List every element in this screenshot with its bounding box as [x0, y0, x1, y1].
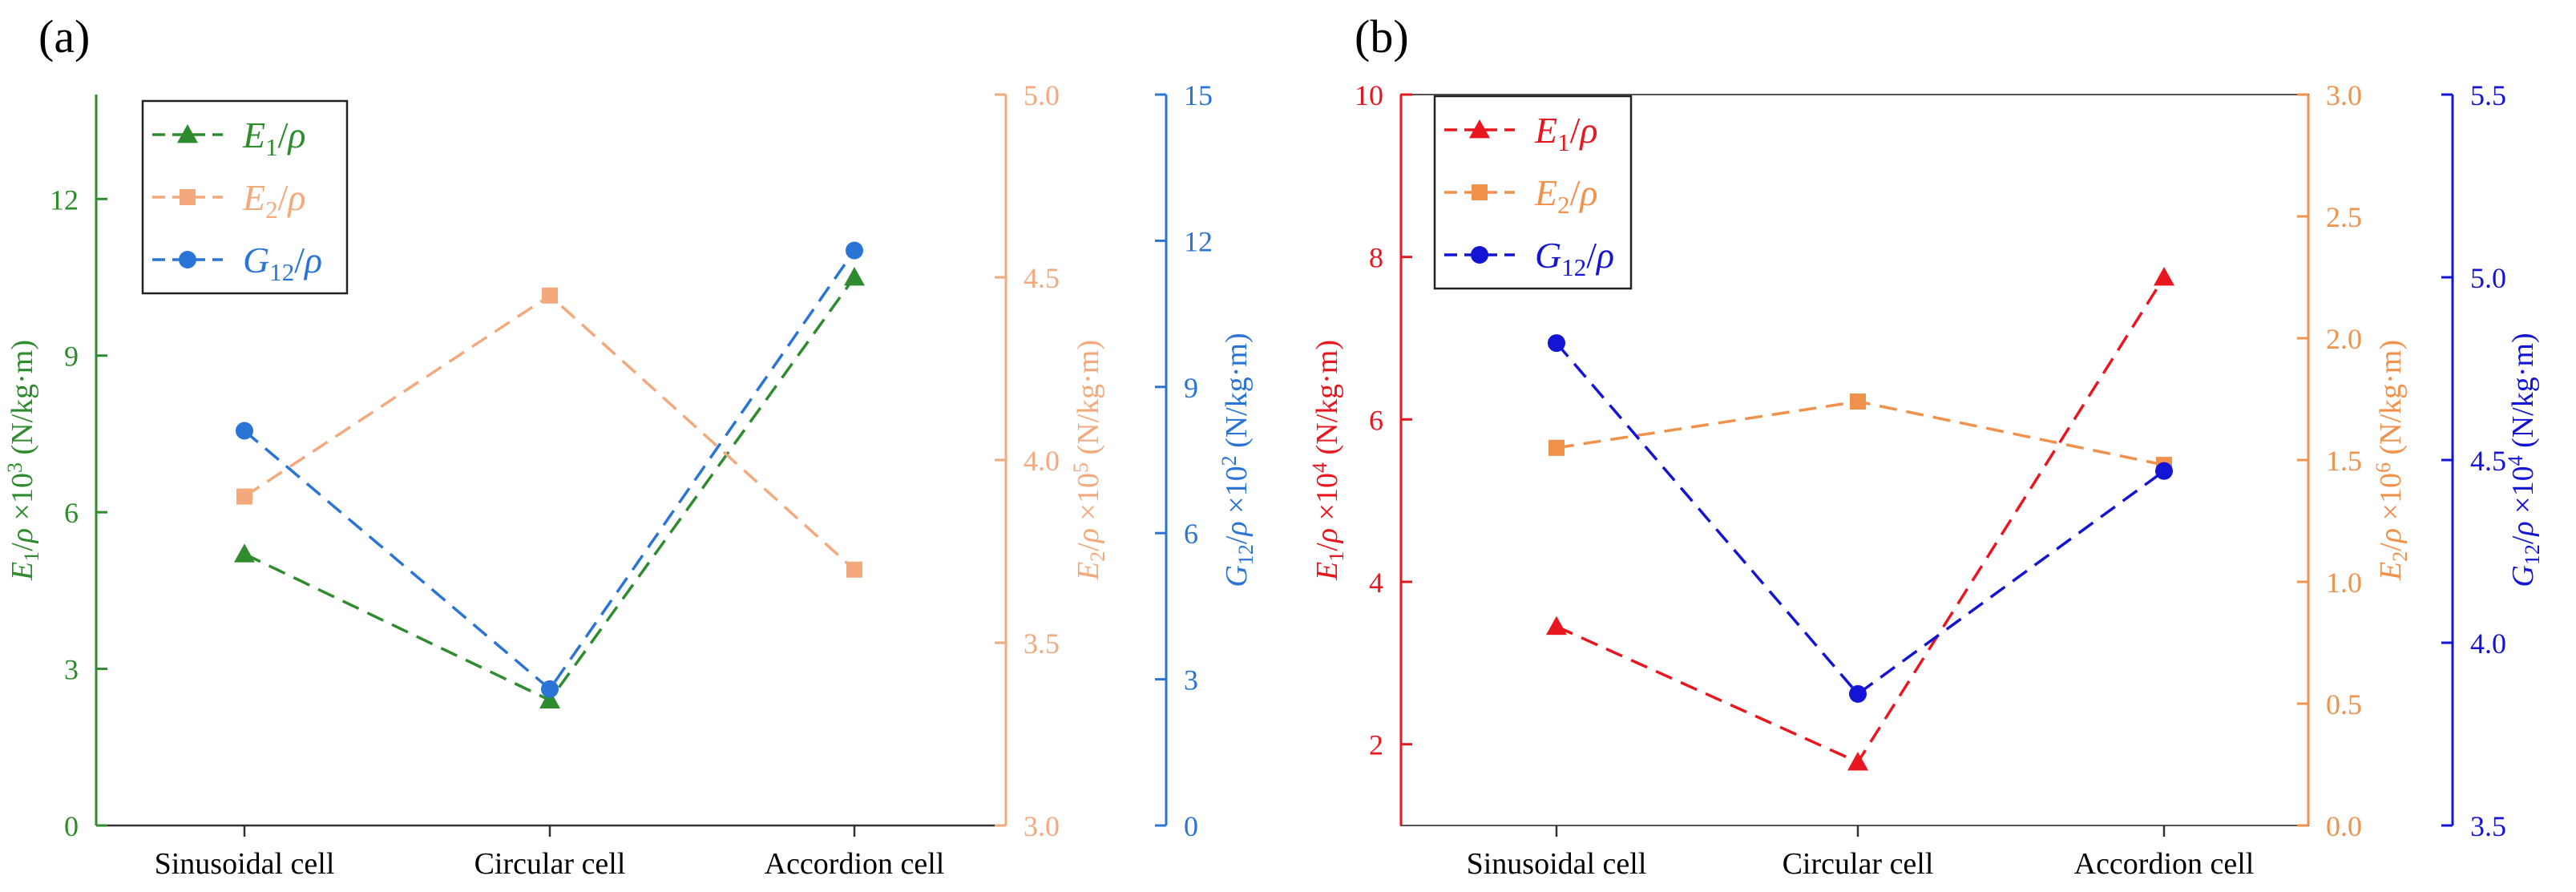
data-point-triangle	[2154, 267, 2174, 286]
legend-label: G12/ρ	[1535, 235, 1614, 281]
data-point-triangle	[1847, 751, 1868, 771]
left-tick-label: 3	[64, 654, 79, 686]
left-tick-label: 10	[1355, 79, 1383, 111]
left-axis-title: E1/ρ ×103 (N/kg·m)	[3, 340, 43, 581]
data-point-circle	[846, 241, 863, 260]
right1-tick-label: 1.5	[2326, 445, 2362, 477]
right2-tick-label: 3	[1184, 664, 1198, 696]
data-point-circle	[2155, 462, 2173, 480]
right1-tick-label: 1.0	[2326, 567, 2362, 599]
x-tick-label: Circular cell	[1783, 847, 1934, 881]
legend-marker-circle	[1471, 246, 1488, 264]
data-point-square	[1548, 439, 1565, 456]
data-point-triangle	[234, 543, 255, 563]
right2-tick-label: 15	[1184, 79, 1213, 111]
x-tick-label: Accordion cell	[2074, 847, 2255, 881]
right2-tick-label: 5.5	[2470, 79, 2506, 111]
right1-tick-label: 3.0	[2326, 79, 2362, 111]
x-tick-label: Circular cell	[474, 847, 626, 881]
legend-marker-triangle	[1469, 119, 1490, 139]
data-point-circle	[541, 680, 559, 698]
right2-tick-label: 6	[1184, 518, 1198, 550]
legend-label: E2/ρ	[1534, 172, 1597, 219]
right1-tick-label: 4.0	[1024, 445, 1060, 477]
left-tick-label: 4	[1369, 567, 1383, 599]
x-tick-label: Accordion cell	[765, 847, 945, 881]
right1-tick-label: 4.5	[1024, 262, 1060, 294]
right2-tick-label: 3.5	[2470, 810, 2506, 842]
right1-tick-label: 3.0	[1024, 810, 1060, 842]
right2-tick-label: 4.5	[2470, 445, 2506, 477]
data-point-triangle	[539, 689, 560, 709]
right1-tick-label: 5.0	[1024, 79, 1060, 111]
left-tick-label: 2	[1369, 729, 1383, 761]
right2-axis-title: G12/ρ ×104 (N/kg·m)	[2504, 333, 2544, 587]
data-point-circle	[1849, 684, 1867, 703]
legend-label: E1/ρ	[242, 115, 305, 161]
series-line-square	[1556, 400, 2165, 466]
right1-tick-label: 3.5	[1024, 628, 1060, 660]
right1-axis-title: E2/ρ ×105 (N/kg·m)	[1069, 340, 1109, 581]
series-line-circle	[1555, 341, 2166, 696]
right2-tick-label: 9	[1184, 372, 1198, 404]
right2-tick-label: 0	[1184, 810, 1198, 842]
panel-label: (b)	[1355, 10, 1409, 63]
data-point-square	[846, 561, 862, 578]
chart-panel-a: (a) 0 3 6 9 12 E1/ρ ×103 (N/kg·m) 3.0 3.5 4.0 4.5 5…	[3, 10, 1258, 881]
data-point-triangle	[1546, 616, 1567, 636]
data-point-triangle	[844, 267, 865, 286]
panel-label: (a)	[38, 10, 90, 63]
data-point-square	[1850, 394, 1866, 410]
right1-tick-label: 2.5	[2326, 201, 2362, 233]
series-line-triangle	[244, 276, 856, 702]
left-axis-title: E1/ρ ×104 (N/kg·m)	[1308, 340, 1348, 581]
left-tick-label: 12	[50, 184, 79, 216]
legend-marker-triangle	[177, 124, 198, 143]
right2-tick-label: 12	[1184, 225, 1213, 257]
left-tick-label: 6	[1369, 404, 1383, 436]
legend-label: E2/ρ	[242, 177, 305, 224]
left-tick-label: 0	[64, 810, 79, 842]
series-line-circle	[243, 249, 856, 692]
legend-marker-circle	[179, 251, 196, 268]
right2-tick-label: 5.0	[2470, 262, 2506, 294]
right1-tick-label: 0.0	[2326, 810, 2362, 842]
right2-axis-title: G12/ρ ×102 (N/kg·m)	[1217, 333, 1258, 587]
legend-label: E1/ρ	[1534, 110, 1597, 156]
legend-label: G12/ρ	[243, 240, 322, 286]
right1-axis-title: E2/ρ ×106 (N/kg·m)	[2372, 340, 2412, 581]
right2-tick-label: 4.0	[2470, 628, 2506, 660]
legend-marker-square	[180, 189, 196, 205]
data-point-square	[236, 488, 252, 505]
left-tick-label: 8	[1369, 242, 1383, 274]
left-tick-label: 6	[64, 497, 79, 529]
data-point-square	[542, 287, 558, 304]
legend-marker-square	[1472, 184, 1488, 200]
data-point-circle	[1548, 334, 1565, 353]
left-tick-label: 9	[64, 341, 79, 373]
series-line-square	[244, 293, 856, 571]
right1-tick-label: 2.0	[2326, 323, 2362, 355]
x-tick-label: Sinusoidal cell	[155, 847, 335, 881]
data-point-circle	[236, 422, 253, 440]
right1-tick-label: 0.5	[2326, 688, 2362, 720]
chart-panel-b: (b) 2 4 6 8 10 E1/ρ ×104 (N/kg·m) 0.0 0.5 1.0 1.5 2…	[1308, 10, 2544, 881]
x-tick-label: Sinusoidal cell	[1467, 847, 1647, 881]
